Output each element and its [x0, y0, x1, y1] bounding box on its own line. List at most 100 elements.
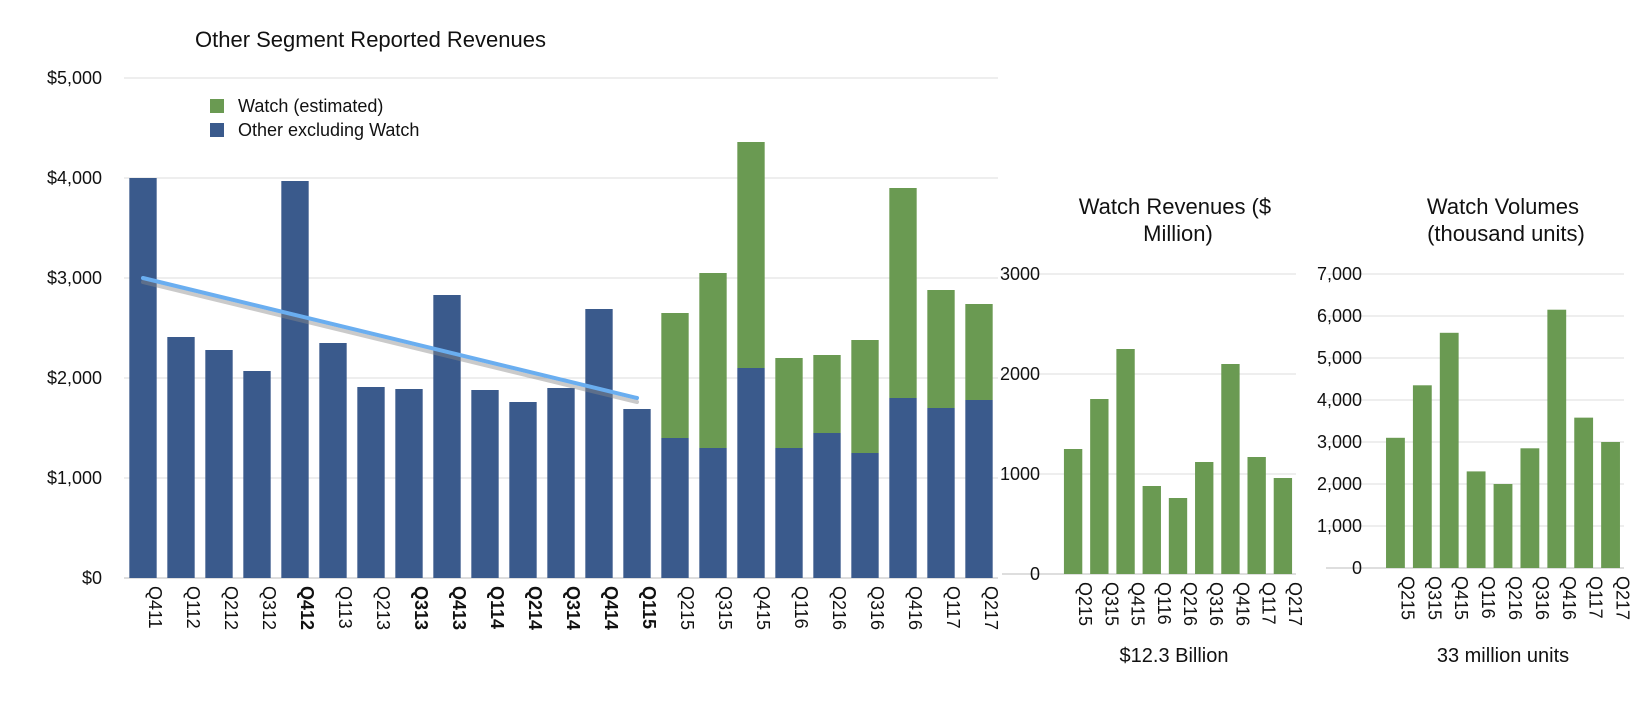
bar-q416-s0 [889, 398, 917, 578]
bar-q217-s1 [965, 304, 993, 400]
x-tick-label: Q117 [1586, 576, 1606, 619]
x-tick-label: Q112 [183, 586, 203, 629]
x-tick-label: Q115 [639, 586, 659, 629]
bar-q217-s0 [965, 400, 993, 578]
bar-q216 [1168, 498, 1188, 574]
legend-label-other: Other excluding Watch [238, 120, 419, 140]
y-tick-label: $4,000 [47, 168, 102, 188]
c2-footer: $12.3 Billion [1120, 645, 1229, 667]
y-tick-label: 1,000 [1317, 516, 1362, 536]
bar-q212-s0 [205, 350, 233, 578]
c2-y-tick-labels: 0 1000 2000 3000 [1000, 264, 1040, 584]
bar-q112-s0 [167, 337, 195, 578]
x-tick-label: Q316 [1206, 582, 1226, 626]
x-tick-label: Q217 [981, 586, 1001, 630]
legend-swatch-other [210, 123, 224, 137]
bar-q316 [1520, 448, 1540, 568]
c3-footer: 33 million units [1437, 645, 1569, 667]
x-tick-label: Q313 [411, 586, 431, 630]
x-tick-label: Q212 [221, 586, 241, 630]
bar-q415 [1439, 332, 1459, 568]
bar-q313-s0 [395, 389, 423, 578]
bar-q316-s1 [851, 340, 879, 453]
y-tick-label: 5,000 [1317, 348, 1362, 368]
bar-q117-s1 [927, 290, 955, 408]
y-tick-label: $5,000 [47, 68, 102, 88]
bar-q214-s0 [509, 402, 537, 578]
c3-title: Watch Volumes (thousand units) [1427, 194, 1585, 246]
x-tick-label: Q314 [563, 586, 583, 630]
bar-q315-s0 [699, 448, 727, 578]
x-tick-label: Q412 [297, 586, 317, 630]
legend-label-watch: Watch (estimated) [238, 96, 383, 116]
c1-trend-line [141, 276, 639, 404]
bar-q215-s1 [661, 313, 689, 438]
bar-q416-s1 [889, 188, 917, 398]
bar-q217 [1273, 478, 1293, 574]
bar-q216 [1493, 484, 1513, 568]
c2-title: Watch Revenues ($ Million) [1079, 194, 1278, 246]
bar-q216-s1 [813, 355, 841, 433]
x-tick-label: Q414 [601, 586, 621, 630]
y-tick-label: 3,000 [1317, 432, 1362, 452]
c1-y-tick-labels: $0 $1,000 $2,000 $3,000 $4,000 $5,000 [47, 68, 102, 588]
bar-q217 [1601, 442, 1620, 568]
x-tick-label: Q416 [905, 586, 925, 630]
x-tick-label: Q113 [335, 586, 355, 629]
bar-q414-s0 [585, 309, 613, 578]
x-tick-label: Q316 [867, 586, 887, 630]
c1-legend: Watch (estimated) Other excluding Watch [210, 96, 419, 140]
y-tick-label: 7,000 [1317, 264, 1362, 284]
bar-q316-s0 [851, 453, 879, 578]
y-tick-label: $0 [82, 568, 102, 588]
y-tick-label: 1000 [1000, 464, 1040, 484]
c2-bars [1063, 349, 1293, 574]
x-tick-label: Q413 [449, 586, 469, 630]
bar-q116-s1 [775, 358, 803, 448]
x-tick-label: Q216 [1505, 576, 1525, 620]
x-tick-label: Q215 [1397, 576, 1417, 620]
x-tick-label: Q214 [525, 586, 545, 630]
bar-q113-s0 [319, 343, 347, 578]
x-tick-label: Q114 [487, 586, 507, 629]
bar-q411-s0 [129, 178, 157, 578]
bar-q315 [1412, 385, 1432, 568]
bar-q412-s0 [281, 181, 309, 578]
bar-q415-s0 [737, 368, 765, 578]
bar-q416 [1221, 364, 1240, 574]
x-tick-label: Q116 [1478, 576, 1498, 619]
bar-q115-s0 [623, 409, 651, 578]
y-tick-label: 3000 [1000, 264, 1040, 284]
x-tick-label: Q215 [677, 586, 697, 630]
bar-q117 [1574, 417, 1594, 568]
x-tick-label: Q415 [753, 586, 773, 630]
x-tick-label: Q415 [1451, 576, 1471, 620]
x-tick-label: Q312 [259, 586, 279, 630]
c1-title: Other Segment Reported Revenues [195, 27, 546, 52]
x-tick-label: Q213 [373, 586, 393, 630]
bar-q215-s0 [661, 438, 689, 578]
x-tick-label: Q315 [715, 586, 735, 630]
bar-q215 [1063, 449, 1083, 574]
y-tick-label: 2000 [1000, 364, 1040, 384]
bar-q312-s0 [243, 371, 271, 578]
c1-x-tick-labels: Q411 Q112 Q212 Q312 Q412 Q113 Q213 Q313 Q413 Q114… [145, 586, 1001, 630]
x-tick-label: Q315 [1424, 576, 1444, 620]
bar-q114-s0 [471, 390, 499, 578]
x-tick-label: Q216 [1180, 582, 1200, 626]
y-tick-label: 2,000 [1317, 474, 1362, 494]
x-tick-label: Q217 [1613, 576, 1633, 620]
y-tick-label: 4,000 [1317, 390, 1362, 410]
bar-q116 [1466, 471, 1486, 568]
bar-q116-s0 [775, 448, 803, 578]
bar-q215 [1386, 437, 1405, 568]
bar-q316 [1195, 462, 1214, 574]
bar-q415-s1 [737, 142, 765, 368]
legend-swatch-watch [210, 99, 224, 113]
bar-q216-s0 [813, 433, 841, 578]
x-tick-label: Q215 [1075, 582, 1095, 626]
bar-q117 [1247, 457, 1266, 574]
x-tick-label: Q316 [1532, 576, 1552, 620]
x-tick-label: Q116 [1154, 582, 1174, 625]
